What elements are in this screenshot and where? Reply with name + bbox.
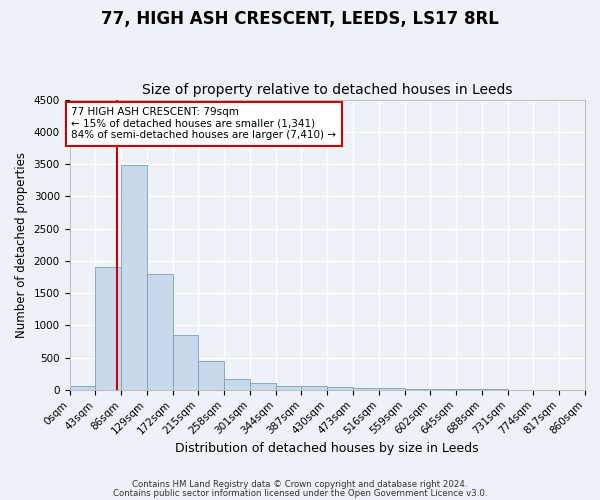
Text: 77, HIGH ASH CRESCENT, LEEDS, LS17 8RL: 77, HIGH ASH CRESCENT, LEEDS, LS17 8RL: [101, 10, 499, 28]
Bar: [199, 361, 224, 390]
Bar: [430, 389, 456, 390]
Bar: [121, 164, 147, 390]
Bar: [224, 378, 250, 390]
Bar: [301, 386, 327, 390]
Bar: [404, 389, 430, 390]
Bar: [353, 388, 379, 390]
Text: Contains HM Land Registry data © Crown copyright and database right 2024.: Contains HM Land Registry data © Crown c…: [132, 480, 468, 489]
Bar: [147, 274, 173, 390]
Bar: [173, 334, 199, 390]
Text: 77 HIGH ASH CRESCENT: 79sqm
← 15% of detached houses are smaller (1,341)
84% of : 77 HIGH ASH CRESCENT: 79sqm ← 15% of det…: [71, 108, 337, 140]
Bar: [250, 384, 276, 390]
Bar: [327, 387, 353, 390]
Bar: [379, 388, 404, 390]
Bar: [95, 268, 121, 390]
Text: Contains public sector information licensed under the Open Government Licence v3: Contains public sector information licen…: [113, 490, 487, 498]
Title: Size of property relative to detached houses in Leeds: Size of property relative to detached ho…: [142, 83, 512, 97]
X-axis label: Distribution of detached houses by size in Leeds: Distribution of detached houses by size …: [175, 442, 479, 455]
Bar: [276, 386, 301, 390]
Y-axis label: Number of detached properties: Number of detached properties: [15, 152, 28, 338]
Bar: [70, 386, 95, 390]
